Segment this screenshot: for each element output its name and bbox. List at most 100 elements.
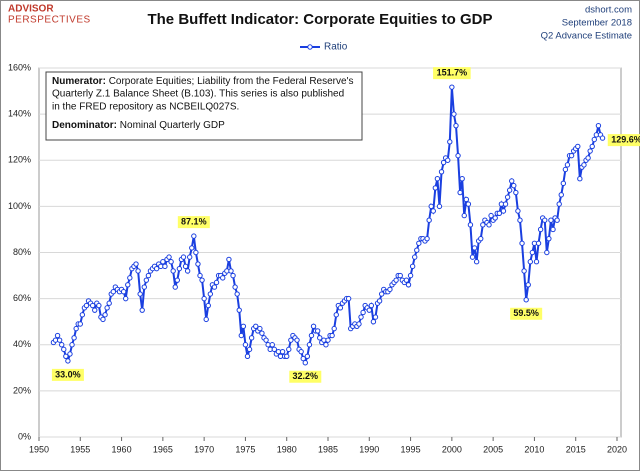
data-point [139,307,145,313]
data-point [186,254,193,260]
data-point [323,342,329,348]
data-point [110,289,117,295]
data-point [445,157,451,163]
data-point [492,215,498,221]
data-point [457,189,463,196]
data-point [440,159,447,166]
data-point [366,307,372,313]
x-tick-label: 2015 [566,444,586,454]
data-point [300,355,306,362]
data-point [333,312,339,318]
data-point [160,259,166,265]
x-tick-label: 1995 [401,444,421,454]
data-point [467,222,474,228]
data-point [79,312,86,318]
data-point [174,277,181,283]
annotation-bg [51,368,84,381]
data-point [521,268,527,274]
data-point [238,332,245,339]
data-point [544,249,550,256]
data-point [568,152,575,159]
data-point [506,187,513,193]
data-point [525,282,531,288]
data-point [298,348,304,355]
data-point [360,309,366,316]
data-point [176,265,183,272]
data-point [430,208,436,214]
data-point [184,268,191,274]
data-point [447,139,453,145]
data-point [376,298,383,304]
data-point [135,268,141,274]
data-point [304,353,311,359]
data-point [145,272,152,279]
data-point [329,332,335,339]
y-tick-label: 60% [13,293,31,303]
data-point [83,302,90,309]
data-point [153,265,160,272]
data-point [356,321,362,327]
data-point [463,196,470,203]
data-point [220,275,226,281]
data-point [558,192,564,198]
data-point [488,212,494,219]
x-tick-label: 2005 [483,444,503,454]
data-point [424,235,430,242]
x-tick-label: 2020 [607,444,627,454]
legend-swatch [307,44,313,50]
x-tick-label: 1980 [277,444,297,454]
data-point [302,360,308,366]
data-point [409,263,416,270]
data-point [284,353,290,359]
data-point [548,217,554,223]
data-point [461,212,467,219]
data-point [368,302,375,309]
data-point [271,346,278,353]
annotation-label: 87.1% [181,217,207,227]
data-point [527,259,533,265]
data-point [193,249,199,256]
source: dshort.com [585,5,632,16]
data-point [416,240,422,246]
note-text: in the FRED repository as NCBEILQ027S. [52,102,239,113]
data-point [575,143,581,150]
data-point [438,169,445,175]
data-point [189,245,195,251]
y-tick-label: 80% [13,247,31,257]
data-point [123,295,129,302]
data-point [502,201,509,207]
data-point [556,201,562,207]
data-point [585,155,591,161]
x-tick-label: 1960 [112,444,132,454]
data-point [201,295,207,302]
data-point [286,346,292,353]
data-point [554,217,560,223]
data-point [211,284,218,290]
note-text: Quarterly Z.1 Balance Sheet (B.103). Thi… [52,89,344,100]
data-point [358,314,364,320]
source-estimate: Q2 Advance Estimate [541,31,632,42]
data-point [166,254,172,260]
data-point [257,325,263,332]
note-label: Numerator: [52,76,106,87]
data-point [308,332,315,339]
data-point [337,305,344,311]
data-point [125,282,131,288]
data-point [279,348,286,355]
x-tick-label: 2000 [442,444,462,454]
data-point [246,346,253,353]
data-point [230,272,236,279]
data-point [191,233,197,239]
data-point [473,259,480,265]
data-point [581,162,587,168]
data-point [240,323,247,329]
data-point [529,249,536,256]
x-tick-label: 1950 [29,444,49,454]
data-point [372,314,379,320]
data-point [562,166,569,173]
y-tick-label: 100% [8,201,31,211]
data-point [370,318,377,325]
data-point [207,291,214,297]
data-point [172,284,178,290]
